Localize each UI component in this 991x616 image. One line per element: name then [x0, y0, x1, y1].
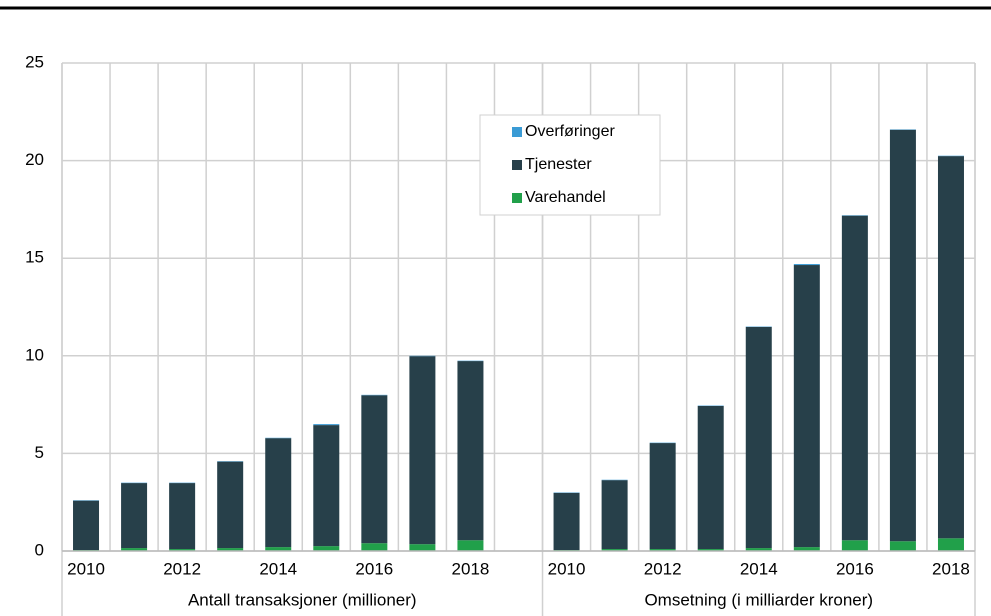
x-tick-label: 2010 [67, 559, 105, 578]
y-tick-label: 5 [35, 443, 44, 462]
bar-segment [457, 361, 484, 541]
bar-segment [361, 543, 388, 551]
x-tick-label: 2012 [163, 559, 201, 578]
bar-segment [937, 538, 964, 551]
bar-segment [169, 483, 196, 550]
bar-segment [793, 265, 820, 548]
bar-segment [313, 546, 340, 551]
y-tick-label: 25 [25, 52, 44, 71]
bar-segment [73, 500, 100, 551]
legend-label: Varehandel [525, 189, 606, 206]
bar-segment [793, 264, 820, 266]
y-tick-label: 10 [25, 345, 44, 364]
y-tick-label: 0 [35, 540, 44, 559]
bar-segment [361, 395, 388, 544]
x-tick-label: 2016 [355, 559, 393, 578]
bar-segment [217, 548, 244, 551]
bar-segment [457, 540, 484, 551]
bar-segment [889, 129, 916, 542]
bar-segment [169, 549, 196, 551]
x-tick-label: 2018 [452, 559, 490, 578]
x-tick-label: 2016 [836, 559, 874, 578]
bar-segment [793, 547, 820, 551]
bar-segment [649, 549, 676, 551]
legend-swatch [512, 160, 522, 170]
bar-segment [841, 215, 868, 541]
bar-segment [841, 540, 868, 551]
legend-swatch [512, 193, 522, 203]
legend-swatch [512, 127, 522, 137]
legend-box [479, 114, 661, 216]
bar-segment [649, 443, 676, 550]
bar-segment [265, 547, 292, 551]
bar-segment [889, 541, 916, 551]
bar-segment [553, 492, 580, 551]
bar-segment [745, 326, 772, 549]
group-label: Omsetning (i milliarder kroner) [644, 590, 873, 609]
bar-segment [745, 548, 772, 551]
bar-segment [601, 480, 628, 550]
bar-segment [409, 356, 436, 545]
bar-segment [265, 438, 292, 548]
group-label: Antall transaksjoner (millioner) [188, 590, 417, 609]
bar-segment [409, 544, 436, 551]
bar-segment [937, 156, 964, 539]
bar-segment [217, 461, 244, 549]
x-tick-label: 2014 [740, 559, 778, 578]
x-tick-label: 2010 [548, 559, 586, 578]
bar-segment [697, 549, 724, 551]
bar-segment [121, 548, 148, 551]
legend-label: Overføringer [525, 123, 615, 140]
bar-segment [697, 405, 724, 550]
legend-label: Tjenester [525, 156, 592, 173]
x-tick-label: 2014 [259, 559, 297, 578]
bar-segment [601, 549, 628, 551]
bar-segment [313, 424, 340, 426]
x-tick-label: 2012 [644, 559, 682, 578]
bar-segment [121, 483, 148, 549]
bar-segment [313, 425, 340, 547]
y-tick-label: 15 [25, 248, 44, 267]
y-tick-label: 20 [25, 150, 44, 169]
x-tick-label: 2018 [932, 559, 970, 578]
